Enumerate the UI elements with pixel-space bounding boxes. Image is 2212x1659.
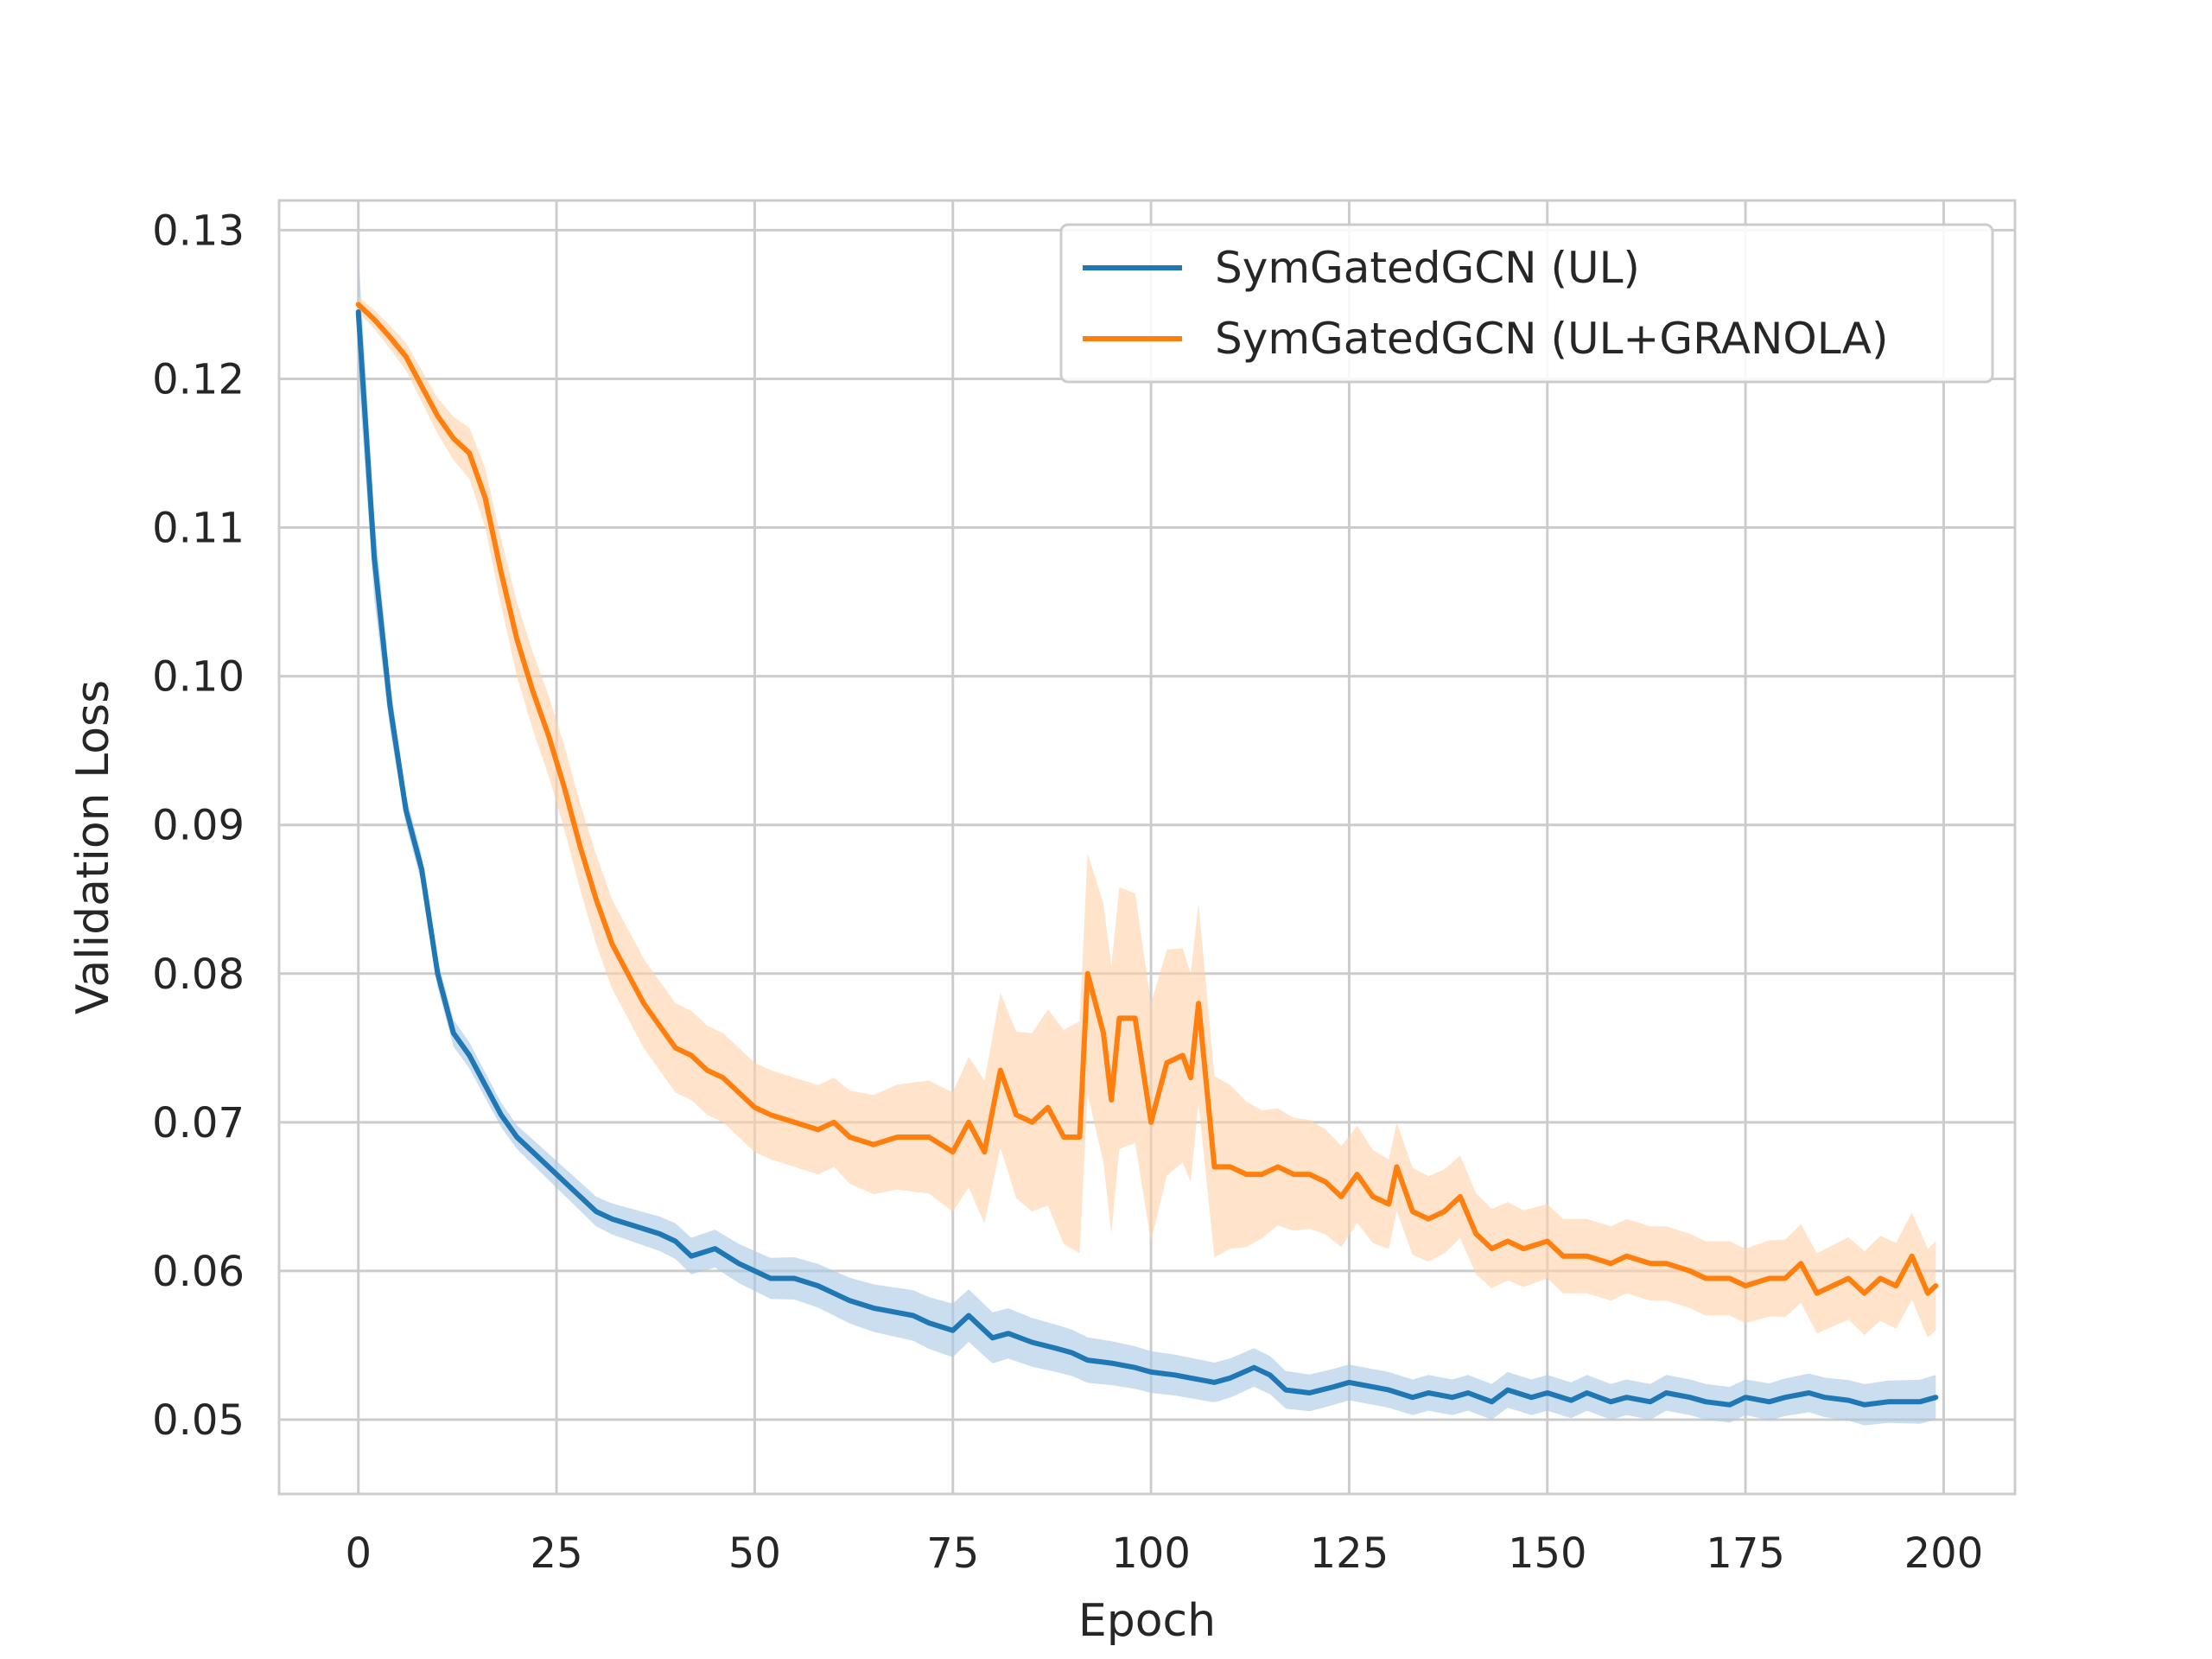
y-tick-label: 0.10: [152, 653, 245, 702]
y-tick-label: 0.08: [152, 950, 245, 999]
legend-label-1: SymGatedGCN (UL+GRANOLA): [1215, 314, 1888, 364]
axes-frame: [277, 199, 2017, 1496]
x-tick-label: 200: [1904, 1529, 1984, 1578]
y-tick-label: 0.11: [152, 505, 245, 553]
confidence-bands: [358, 252, 1936, 1426]
legend-box: [1059, 223, 1994, 384]
x-tick-label: 0: [345, 1529, 372, 1578]
series-lines: [355, 302, 1939, 1408]
y-tick-label: 0.05: [152, 1396, 245, 1445]
x-axis-label: Epoch: [1078, 1595, 1216, 1647]
x-tick-label: 125: [1310, 1529, 1389, 1578]
y-tick-labels: 0.05 0.06 0.07 0.08 0.09 0.10 0.11 0.12 0.13: [152, 207, 245, 1445]
axes-border: [277, 199, 2017, 1496]
legend-label-0: SymGatedGCN (UL): [1215, 243, 1640, 293]
y-tick-label: 0.06: [152, 1248, 245, 1296]
y-axis-label: Validation Loss: [67, 680, 119, 1014]
x-tick-label: 100: [1111, 1529, 1191, 1578]
x-tick-label: 25: [531, 1529, 583, 1578]
series-line-1: [355, 302, 1939, 1296]
legend: SymGatedGCN (UL) SymGatedGCN (UL+GRANOLA): [1059, 223, 1994, 384]
x-tick-label: 175: [1706, 1529, 1785, 1578]
x-tick-labels: 0 25 50 75 100 125 150 175 200: [345, 1529, 1983, 1578]
y-tick-label: 0.13: [152, 207, 245, 255]
y-tick-label: 0.12: [152, 355, 245, 404]
y-tick-label: 0.07: [152, 1099, 245, 1147]
x-tick-label: 75: [926, 1529, 979, 1578]
series-line-0: [355, 309, 1939, 1408]
y-tick-label: 0.09: [152, 802, 245, 850]
series-band-1: [358, 296, 1936, 1338]
x-tick-label: 50: [728, 1529, 781, 1578]
x-tick-label: 150: [1508, 1529, 1587, 1578]
